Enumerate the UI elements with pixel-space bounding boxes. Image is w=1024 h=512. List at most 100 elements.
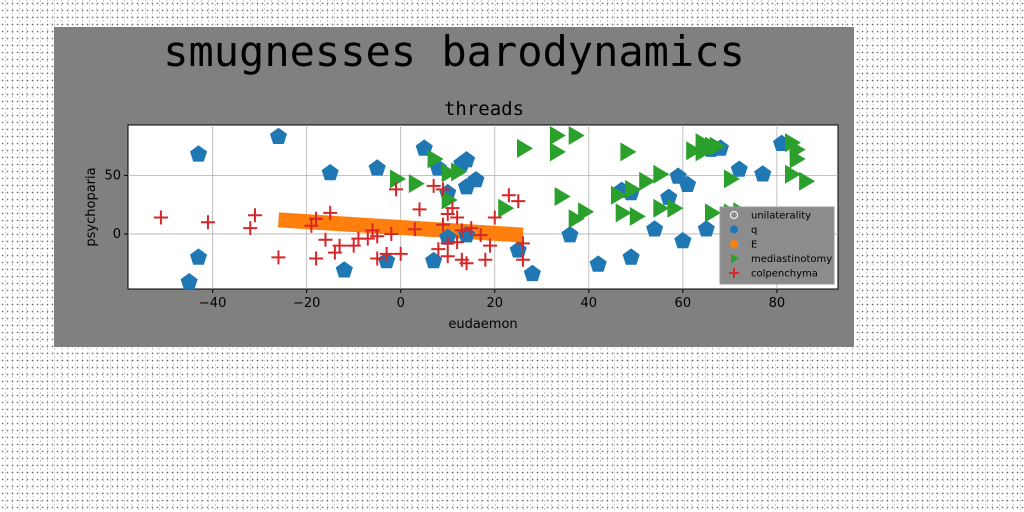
point-mediastinotomy <box>549 142 566 162</box>
x-axis-label: eudaemon <box>448 317 517 332</box>
y-axis-label: psychoparia <box>84 167 99 246</box>
point-q <box>754 165 772 182</box>
point-colpenchyma <box>464 221 479 236</box>
point-colpenchyma <box>515 236 530 251</box>
point-colpenchyma <box>445 201 460 216</box>
point-mediastinotomy <box>799 171 816 191</box>
x-tick-label: 60 <box>675 296 692 311</box>
point-colpenchyma <box>436 182 451 197</box>
point-colpenchyma <box>393 246 408 261</box>
point-colpenchyma <box>327 245 342 260</box>
legend-marker-q <box>730 225 738 234</box>
point-mediastinotomy <box>667 198 684 218</box>
point-mediastinotomy <box>568 126 585 145</box>
point-colpenchyma <box>454 223 469 238</box>
series-E <box>278 212 524 243</box>
point-mediastinotomy <box>611 185 627 205</box>
point-mediastinotomy <box>568 209 585 229</box>
point-q <box>458 151 476 168</box>
point-mediastinotomy <box>451 162 468 182</box>
y-tick-label: 0 <box>113 227 121 242</box>
point-colpenchyma <box>436 217 451 232</box>
point-colpenchyma <box>501 188 516 203</box>
point-mediastinotomy <box>686 141 703 161</box>
point-q <box>368 159 386 176</box>
point-mediastinotomy <box>427 149 444 169</box>
point-colpenchyma <box>365 223 380 238</box>
point-colpenchyma <box>412 202 427 217</box>
point-colpenchyma <box>243 221 258 236</box>
legend-marker-unilaterality <box>730 211 738 219</box>
series-layer <box>153 126 816 290</box>
point-colpenchyma <box>478 252 493 267</box>
legend-label: q <box>751 225 757 236</box>
point-q <box>321 164 339 181</box>
point-colpenchyma <box>450 210 465 225</box>
legend-marker-colpenchyma <box>729 268 739 278</box>
series-colpenchyma <box>153 178 530 271</box>
point-q <box>646 220 664 237</box>
y-tick-label: 50 <box>104 168 121 183</box>
point-colpenchyma <box>440 236 455 251</box>
point-mediastinotomy <box>441 163 458 183</box>
point-mediastinotomy <box>554 187 571 206</box>
point-mediastinotomy <box>441 190 458 210</box>
point-mediastinotomy <box>620 142 637 162</box>
point-colpenchyma <box>487 210 502 225</box>
point-colpenchyma <box>318 232 333 247</box>
point-colpenchyma <box>379 246 394 261</box>
point-mediastinotomy <box>789 149 806 169</box>
point-mediastinotomy <box>615 203 632 223</box>
point-mediastinotomy <box>723 169 740 189</box>
point-colpenchyma <box>389 182 404 197</box>
point-colpenchyma <box>360 231 375 246</box>
point-q <box>269 127 287 144</box>
chart-suptitle: smugnesses barodynamics <box>163 27 745 76</box>
point-colpenchyma <box>450 235 465 250</box>
legend-label: E <box>751 240 757 251</box>
point-q <box>660 188 678 205</box>
point-mediastinotomy <box>695 133 712 153</box>
point-mediastinotomy <box>785 164 801 184</box>
point-q <box>335 261 353 278</box>
point-colpenchyma <box>384 226 399 241</box>
point-colpenchyma <box>431 242 446 257</box>
point-colpenchyma <box>440 249 455 264</box>
x-tick-label: 80 <box>769 296 786 311</box>
point-colpenchyma <box>346 238 361 253</box>
x-tick-label: 40 <box>581 296 598 311</box>
point-mediastinotomy <box>653 164 670 184</box>
point-q <box>730 160 748 177</box>
point-colpenchyma <box>247 208 262 223</box>
legend-marker-mediastinotomy <box>731 253 739 264</box>
point-colpenchyma <box>271 250 286 265</box>
point-colpenchyma <box>323 205 338 220</box>
point-colpenchyma <box>426 178 441 193</box>
point-colpenchyma <box>200 215 215 230</box>
axis-ticks: −40 −20 0 20 40 60 80 0 50 <box>104 168 785 311</box>
point-colpenchyma <box>309 251 324 266</box>
legend-marker-E <box>730 240 738 248</box>
point-mediastinotomy <box>629 206 646 226</box>
point-mediastinotomy <box>549 126 566 145</box>
point-colpenchyma <box>515 252 530 267</box>
point-q <box>561 226 579 243</box>
legend-box <box>719 206 835 285</box>
line-E <box>278 212 524 243</box>
point-colpenchyma <box>459 256 474 271</box>
point-colpenchyma <box>370 251 385 266</box>
point-mediastinotomy <box>639 171 656 191</box>
legend-label: mediastinotomy <box>751 254 832 265</box>
point-q <box>458 178 476 195</box>
point-q <box>523 264 541 282</box>
point-q <box>622 248 640 265</box>
point-colpenchyma <box>473 228 488 243</box>
point-q <box>697 220 715 237</box>
axes-title: threads <box>444 98 524 120</box>
point-q <box>679 175 697 192</box>
x-tick-label: 0 <box>397 296 405 311</box>
point-mediastinotomy <box>498 198 515 218</box>
point-mediastinotomy <box>578 202 595 222</box>
